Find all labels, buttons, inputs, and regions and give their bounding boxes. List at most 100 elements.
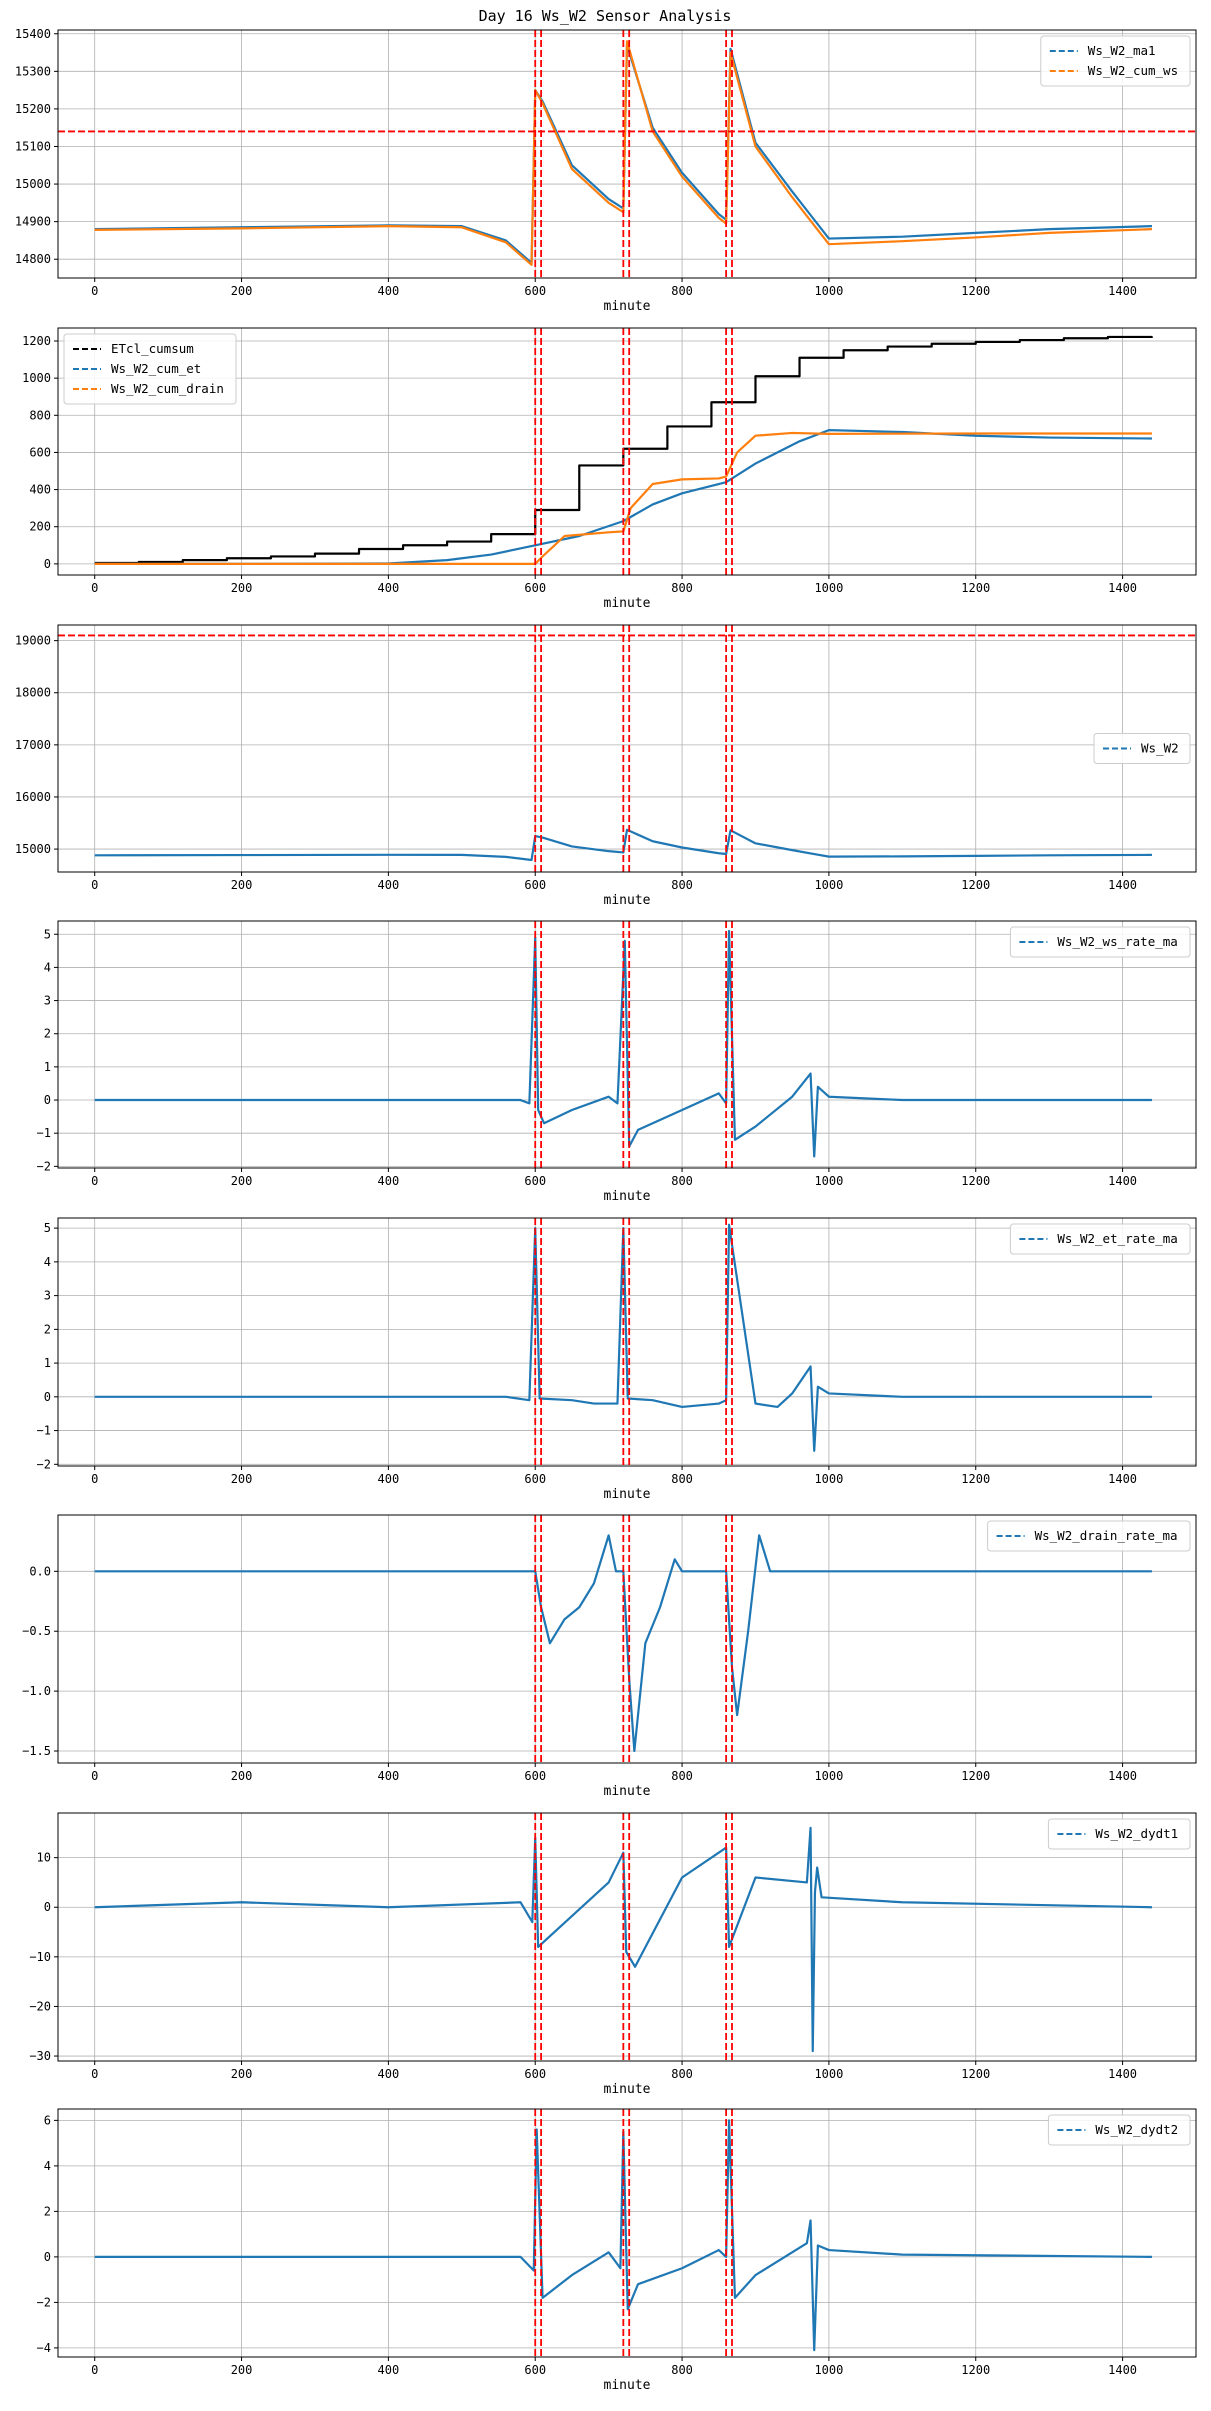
x-axis-label: minute [604, 1487, 651, 1502]
x-tick-label: 800 [671, 1769, 693, 1783]
x-tick-label: 400 [378, 878, 400, 892]
legend: Ws_W2_dydt2 [1047, 2114, 1191, 2146]
axes-frame [57, 1217, 1197, 1467]
x-tick-label: 1000 [814, 284, 843, 298]
x-tick-label: 0 [91, 2363, 98, 2377]
y-tick-label: −0.5 [22, 1624, 51, 1638]
x-tick-label: 0 [91, 1472, 98, 1486]
y-tick-label: 600 [29, 445, 51, 459]
x-tick-label: 200 [231, 2067, 253, 2081]
y-tick-label: −1.5 [22, 1744, 51, 1758]
x-tick-label: 1200 [961, 581, 990, 595]
x-tick-label: 200 [231, 2363, 253, 2377]
legend-box [1047, 1818, 1191, 1850]
y-tick-label: −2 [37, 1457, 51, 1471]
y-tick-label: 200 [29, 520, 51, 534]
y-tick-label: 18000 [15, 686, 51, 700]
legend-box [987, 1520, 1191, 1552]
plot-area [58, 30, 1196, 278]
x-axis-label: minute [604, 596, 651, 611]
legend-box [1009, 926, 1191, 958]
x-tick-label: 400 [378, 581, 400, 595]
x-tick-label: 1200 [961, 2067, 990, 2081]
chart-panel-1: 0 200 400 600 800 1000 1200 1400 14800 14900 15000… [15, 27, 1197, 314]
x-tick-label: 1200 [961, 1472, 990, 1486]
x-tick-label: 200 [231, 878, 253, 892]
x-tick-label: 1200 [961, 2363, 990, 2377]
legend: ETcl_cumsum Ws_W2_cum_et Ws_W2_cum_drain [63, 333, 237, 405]
x-tick-label: 800 [671, 1472, 693, 1486]
legend-box [63, 333, 237, 405]
x-tick-label: 400 [378, 2363, 400, 2377]
x-axis-label: minute [604, 299, 651, 314]
legend-label: Ws_W2_cum_et [111, 361, 201, 376]
x-tick-label: 400 [378, 284, 400, 298]
x-tick-label: 600 [524, 878, 546, 892]
y-tick-label: 10 [37, 1851, 51, 1865]
y-tick-label: 0 [44, 2250, 51, 2264]
legend-label: Ws_W2 [1141, 741, 1179, 756]
legend-label: ETcl_cumsum [111, 341, 194, 356]
legend-label: Ws_W2_dydt2 [1095, 2122, 1178, 2137]
y-tick-label: −1.0 [22, 1684, 51, 1698]
legend: Ws_W2_et_rate_ma [1009, 1223, 1191, 1255]
series-line-Ws_W2_ws_rate_ma [94, 929, 1152, 1158]
x-tick-label: 600 [524, 2067, 546, 2081]
y-tick-label: 5 [44, 927, 51, 941]
x-tick-label: 1200 [961, 1174, 990, 1188]
x-tick-label: 1400 [1108, 1174, 1137, 1188]
legend-box [1093, 733, 1191, 764]
plot-area [94, 921, 1152, 1168]
y-tick-label: 2 [44, 1027, 51, 1041]
x-tick-label: 0 [91, 284, 98, 298]
chart-panel-2: 0 200 400 600 800 1000 1200 1400 0 200 400 600 800 10… [22, 327, 1197, 611]
y-tick-label: 800 [29, 408, 51, 422]
legend-label: Ws_W2_cum_drain [111, 381, 224, 396]
legend: Ws_W2_dydt1 [1047, 1818, 1191, 1850]
legend: Ws_W2_ws_rate_ma [1009, 926, 1191, 958]
legend-label: Ws_W2_ma1 [1088, 43, 1156, 58]
x-tick-label: 600 [524, 1174, 546, 1188]
y-tick-label: 2 [44, 1322, 51, 1336]
axes-frame [57, 1812, 1197, 2062]
series-line-Ws_W2_et_rate_ma [94, 1223, 1152, 1452]
x-axis-label: minute [604, 893, 651, 908]
y-tick-label: 15000 [15, 177, 51, 191]
y-tick-label: 1 [44, 1356, 51, 1370]
legend-box [1009, 1223, 1191, 1255]
x-tick-label: 800 [671, 284, 693, 298]
x-tick-label: 1400 [1108, 2363, 1137, 2377]
x-tick-label: 1000 [814, 2067, 843, 2081]
plot-area [94, 1218, 1152, 1466]
series-line-Ws_W2_drain_rate_ma [94, 1534, 1152, 1753]
x-tick-label: 1000 [814, 581, 843, 595]
series-line-Ws_W2 [94, 828, 1152, 862]
y-tick-label: 15000 [15, 842, 51, 856]
x-axis-label: minute [604, 2378, 651, 2393]
x-tick-label: 600 [524, 284, 546, 298]
legend-label: Ws_W2_drain_rate_ma [1035, 1528, 1178, 1543]
legend-label: Ws_W2_ws_rate_ma [1057, 934, 1177, 949]
legend-label: Ws_W2_et_rate_ma [1057, 1231, 1177, 1246]
x-axis-label: minute [604, 1189, 651, 1204]
x-tick-label: 600 [524, 1769, 546, 1783]
x-tick-label: 1200 [961, 878, 990, 892]
y-tick-label: 0 [44, 1093, 51, 1107]
y-tick-label: −10 [29, 1950, 51, 1964]
y-tick-label: 400 [29, 483, 51, 497]
x-tick-label: 1200 [961, 284, 990, 298]
chart-panel-7: 0 200 400 600 800 1000 1200 1400 −30 −20 −10 0 10 min… [29, 1812, 1197, 2097]
y-tick-label: −1 [37, 1126, 51, 1140]
x-tick-label: 1400 [1108, 284, 1137, 298]
plot-area [94, 1515, 1152, 1763]
x-tick-label: 800 [671, 1174, 693, 1188]
y-tick-label: 0 [44, 1390, 51, 1404]
legend-label: Ws_W2_dydt1 [1095, 1826, 1178, 1841]
x-tick-label: 1400 [1108, 581, 1137, 595]
y-tick-label: −2 [37, 2295, 51, 2309]
legend: Ws_W2_drain_rate_ma [987, 1520, 1191, 1552]
y-tick-label: 15400 [15, 27, 51, 41]
y-tick-label: 19000 [15, 634, 51, 648]
chart-panel-8: 0 200 400 600 800 1000 1200 1400 −4 −2 0 2 4 6 minute W… [37, 2108, 1197, 2393]
x-tick-label: 200 [231, 1769, 253, 1783]
